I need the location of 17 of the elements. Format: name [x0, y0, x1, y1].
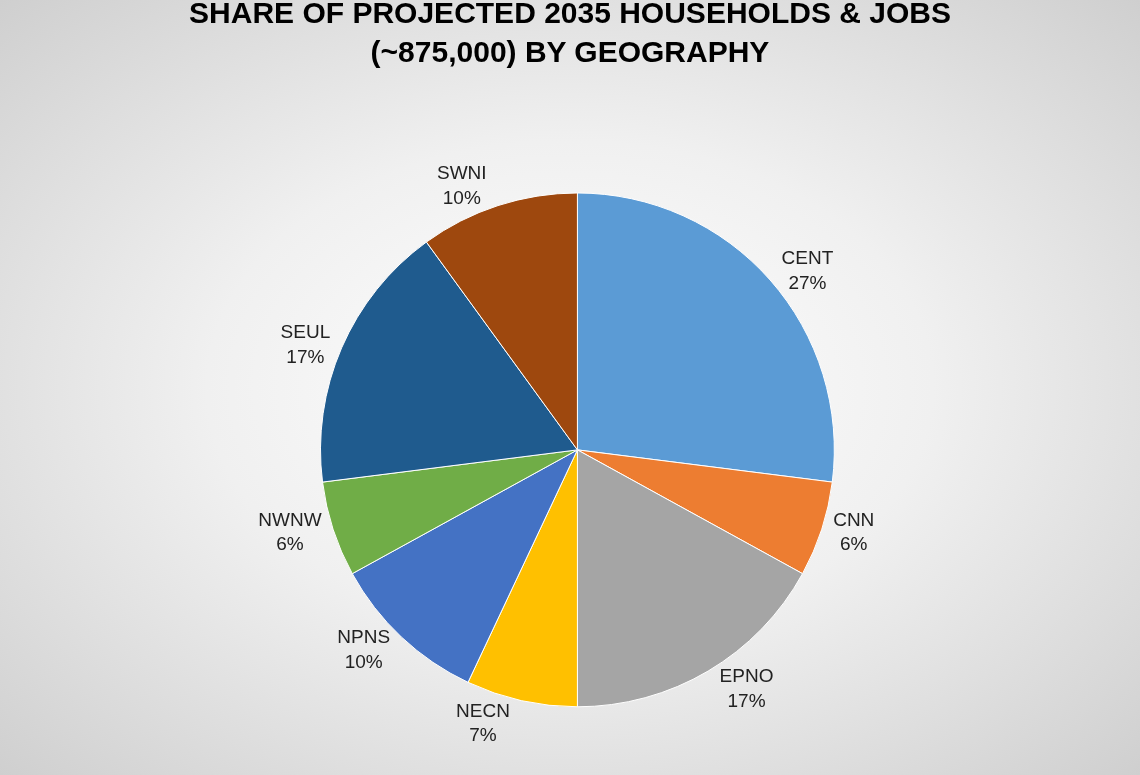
slice-label: CENT: [781, 247, 834, 269]
data-label: 10%: [344, 651, 383, 673]
data-label: 6%: [840, 533, 868, 555]
data-label: 10%: [442, 186, 481, 208]
slice-label: CNN: [833, 508, 875, 530]
slice-label: SWNI: [436, 162, 487, 184]
chart-title: SHARE OF PROJECTED 2035 HOUSEHOLDS & JOBS (~875,000) BY GEOGRAPHY: [189, 0, 951, 69]
slice-label: SEUL: [280, 321, 331, 343]
data-label: 17%: [727, 689, 766, 711]
data-label: 27%: [788, 271, 827, 293]
slice-label: NWNW: [258, 508, 322, 530]
data-label: 17%: [286, 346, 325, 368]
data-label: 7%: [469, 724, 497, 746]
data-label: 6%: [276, 533, 304, 555]
slice-label: NPNS: [337, 626, 391, 648]
slice-label: EPNO: [719, 665, 774, 687]
slice-label: NECN: [456, 699, 510, 721]
